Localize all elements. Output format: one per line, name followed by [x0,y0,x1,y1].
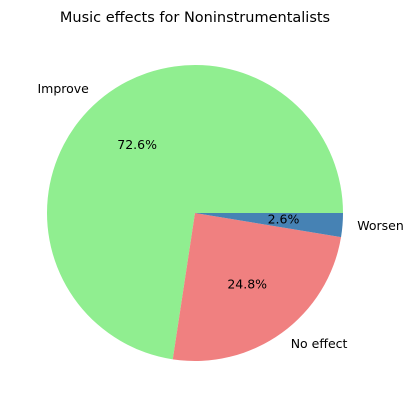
pie-slice-improve [47,65,344,360]
chart-title: Music effects for Noninstrumentalists [60,10,330,26]
pie-slices [47,65,344,361]
slice-pct-improve: 72.6% [117,137,157,152]
slice-pct-no-effect: 24.8% [227,276,267,291]
pie-labels: Improve 72.6% No effect 24.8% Worsen 2.6% [37,81,403,351]
slice-pct-worsen: 2.6% [268,212,300,227]
slice-label-no-effect: No effect [291,336,348,351]
slice-label-improve: Improve [37,81,89,96]
pie-slice-worsen [195,213,343,238]
pie-slice-no-effect [172,213,342,361]
slice-label-worsen: Worsen [357,218,404,233]
